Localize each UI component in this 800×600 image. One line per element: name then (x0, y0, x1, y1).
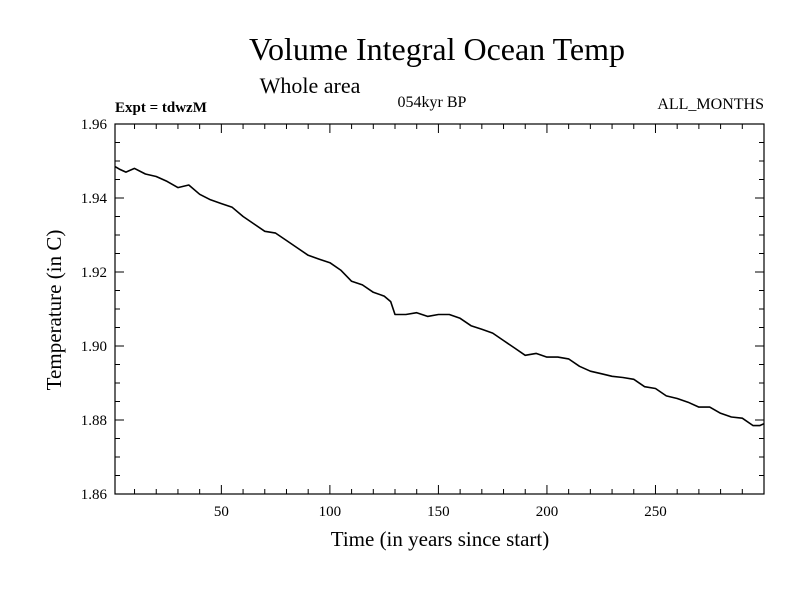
months-label: ALL_MONTHS (657, 96, 764, 113)
plot-frame (114, 123, 765, 495)
x-tick-label: 50 (214, 504, 229, 520)
x-tick-label: 100 (319, 504, 342, 520)
x-tick-label: 200 (536, 504, 559, 520)
y-tick-label: 1.94 (81, 191, 108, 207)
y-tick-label: 1.88 (81, 413, 107, 429)
plot-axes: 50 100 150 200 250 1.86 1.88 1.90 1.92 1.94 1.96 (81, 117, 765, 520)
y-tick-label: 1.86 (81, 487, 108, 503)
chart-title: Volume Integral Ocean Temp (249, 31, 625, 67)
y-tick-label: 1.90 (81, 339, 107, 355)
series-line (114, 165, 765, 427)
y-tick-label: 1.96 (81, 117, 108, 133)
experiment-label: Expt = tdwzM (115, 100, 207, 116)
y-tick-label: 1.92 (81, 265, 107, 281)
x-tick-label: 150 (427, 504, 450, 520)
chart-subtitle: Whole area (260, 73, 361, 98)
series-layer (114, 165, 765, 427)
x-tick-label: 250 (644, 504, 667, 520)
y-axis-label: Temperature (in C) (42, 230, 66, 391)
x-axis-label: Time (in years since start) (331, 527, 550, 551)
period-label: 054kyr BP (398, 94, 467, 111)
